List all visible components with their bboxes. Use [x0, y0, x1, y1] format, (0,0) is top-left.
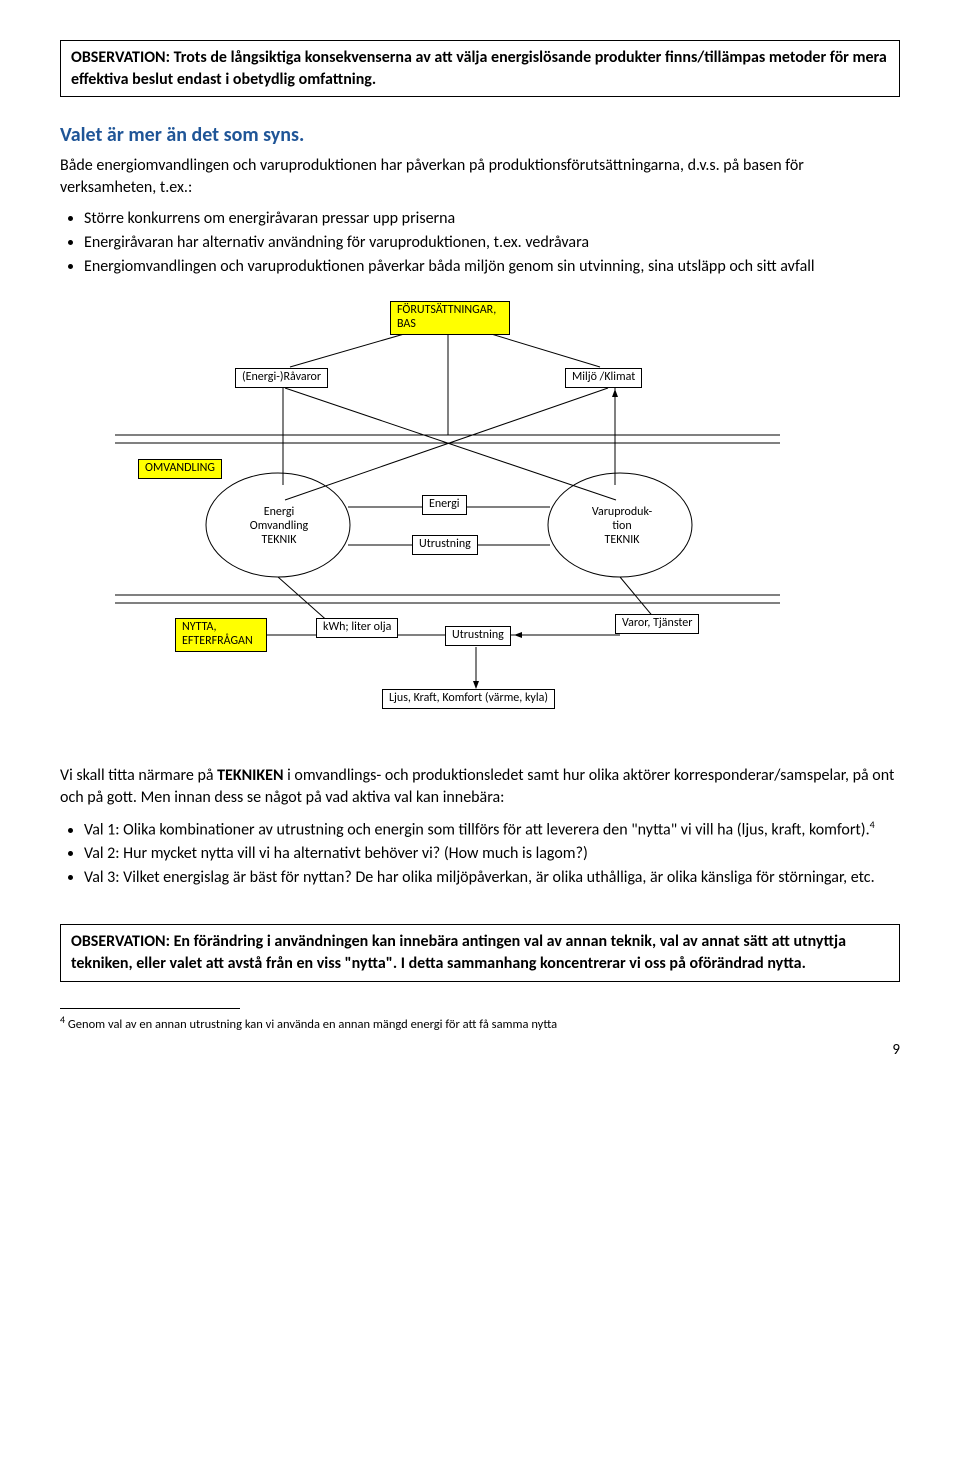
- observation-text-1: OBSERVATION: Trots de långsiktiga konsek…: [71, 48, 887, 89]
- footnote-separator: [60, 1008, 240, 1009]
- bullet-list-1: Större konkurrens om energiråvaran press…: [84, 208, 900, 277]
- diagram-box-forutsattningar: FÖRUTSÄTTNINGAR, BAS: [390, 301, 510, 335]
- diagram-box-ljus: Ljus, Kraft, Komfort (värme, kyla): [382, 689, 555, 709]
- text-bold: TEKNIKEN: [217, 766, 283, 785]
- observation-text-2: OBSERVATION: En förändring i användninge…: [71, 932, 846, 973]
- page-number: 9: [60, 1041, 900, 1059]
- bullet-list-2: Val 1: Olika kombinationer av utrustning…: [84, 818, 900, 888]
- diagram-box-utrustning: Utrustning: [412, 535, 478, 555]
- intro-paragraph: Både energiomvandlingen och varuprodukti…: [60, 155, 900, 198]
- section-heading: Valet är mer än det som syns.: [60, 123, 900, 147]
- list-text: Val 1: Olika kombinationer av utrustning…: [84, 821, 870, 840]
- diagram-box-nytta: NYTTA, EFTERFRÅGAN: [175, 618, 267, 652]
- footnote-text: Genom val av en annan utrustning kan vi …: [65, 1017, 557, 1032]
- list-item: Större konkurrens om energiråvaran press…: [84, 208, 900, 230]
- diagram-text-varuprod: Varuproduk- tion TEKNIK: [585, 506, 659, 547]
- list-item: Val 1: Olika kombinationer av utrustning…: [84, 818, 900, 841]
- list-item: Energiråvaran har alternativ användning …: [84, 232, 900, 254]
- diagram-box-utrustning2: Utrustning: [445, 626, 511, 646]
- diagram-box-energi: Energi: [422, 495, 467, 515]
- footnote: 4 Genom val av en annan utrustning kan v…: [60, 1013, 900, 1033]
- diagram-box-miljo: Miljö /Klimat: [565, 368, 642, 388]
- diagram-box-omvandling: OMVANDLING: [138, 459, 222, 479]
- observation-box-2: OBSERVATION: En förändring i användninge…: [60, 924, 900, 981]
- diagram-text-energi-omv: Energi Omvandling TEKNIK: [244, 506, 314, 547]
- list-item: Energiomvandlingen och varuproduktionen …: [84, 256, 900, 278]
- text-span: Vi skall titta närmare på: [60, 766, 217, 785]
- observation-box-1: OBSERVATION: Trots de långsiktiga konsek…: [60, 40, 900, 97]
- diagram-label: FÖRUTSÄTTNINGAR, BAS: [397, 303, 496, 331]
- concept-diagram: FÖRUTSÄTTNINGAR, BAS (Energi-)Råvaror Mi…: [60, 295, 900, 755]
- diagram-box-ravaror: (Energi-)Råvaror: [235, 368, 328, 388]
- list-item: Val 2: Hur mycket nytta vill vi ha alter…: [84, 843, 900, 865]
- list-item: Val 3: Vilket energislag är bäst för nyt…: [84, 867, 900, 889]
- diagram-box-varor: Varor, Tjänster: [615, 614, 699, 634]
- paragraph-after-diagram: Vi skall titta närmare på TEKNIKEN i omv…: [60, 765, 900, 808]
- diagram-box-kwh: kWh; liter olja: [316, 618, 398, 638]
- footnote-ref: 4: [870, 818, 875, 831]
